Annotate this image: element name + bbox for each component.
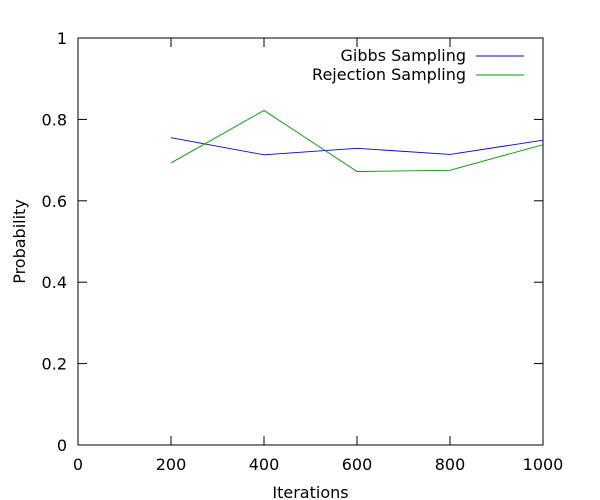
axis-ticks <box>77 37 544 446</box>
tick-labels: 0 200 400 600 800 1000 0 0.2 0.4 0.6 0.8 1 <box>42 29 564 474</box>
x-tick-label: 600 <box>342 455 373 474</box>
y-tick-label: 0.4 <box>42 273 67 292</box>
y-tick-label: 0.6 <box>42 192 67 211</box>
y-tick-label: 0.2 <box>42 355 67 374</box>
x-tick-label: 200 <box>156 455 187 474</box>
y-tick-label: 1 <box>57 29 67 48</box>
x-axis-title: Iterations <box>272 483 348 500</box>
legend-label: Gibbs Sampling <box>341 46 466 65</box>
series-lines <box>170 109 544 172</box>
x-tick-label: 800 <box>435 455 466 474</box>
series-line-gibbs-sampling <box>170 137 544 156</box>
x-tick-label: 1000 <box>523 455 564 474</box>
legend-label: Rejection Sampling <box>312 65 466 84</box>
x-tick-label: 0 <box>73 455 83 474</box>
y-tick-label: 0.8 <box>42 110 67 129</box>
plot-frame <box>77 37 544 446</box>
x-tick-label: 400 <box>249 455 280 474</box>
y-axis-title: Probability <box>10 199 29 284</box>
y-tick-label: 0 <box>57 436 67 455</box>
series-line-rejection-sampling <box>170 109 544 172</box>
